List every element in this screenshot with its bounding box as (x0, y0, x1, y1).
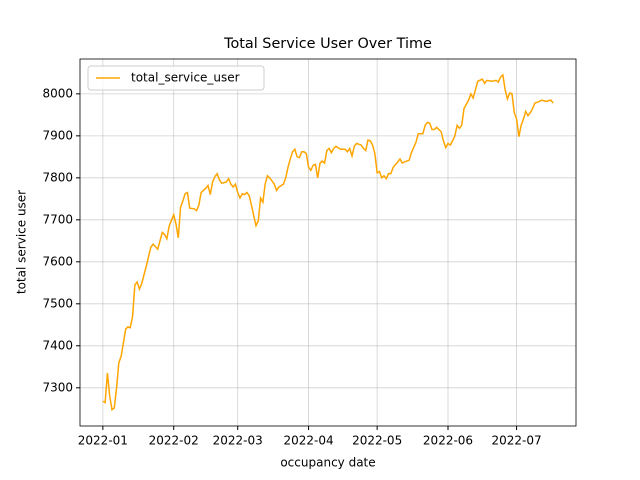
y-tick-label: 7500 (42, 296, 73, 310)
x-tick-label: 2022-03 (213, 434, 263, 448)
y-tick-label: 7600 (42, 254, 73, 268)
x-tick-label: 2022-04 (284, 434, 334, 448)
y-tick-label: 7300 (42, 380, 73, 394)
x-tick-label: 2022-06 (423, 434, 473, 448)
y-tick-label: 7800 (42, 170, 73, 184)
legend-box (87, 65, 265, 91)
x-tick-label: 2022-01 (78, 434, 128, 448)
data-line (102, 73, 554, 411)
y-tick-label: 7900 (42, 128, 73, 142)
x-tick-label: 2022-02 (149, 434, 199, 448)
plot-frame (79, 58, 577, 427)
y-axis-label: total service user (15, 190, 29, 294)
y-tick-label: 7400 (42, 338, 73, 352)
x-axis-label: occupancy date (280, 456, 375, 470)
x-tick-label: 2022-07 (492, 434, 542, 448)
y-tick-label: 7700 (42, 212, 73, 226)
legend-label: total_service_user (131, 71, 240, 85)
chart-title: Total Service User Over Time (223, 36, 432, 52)
y-tick-label: 8000 (42, 86, 73, 100)
x-tick-label: 2022-05 (352, 434, 402, 448)
